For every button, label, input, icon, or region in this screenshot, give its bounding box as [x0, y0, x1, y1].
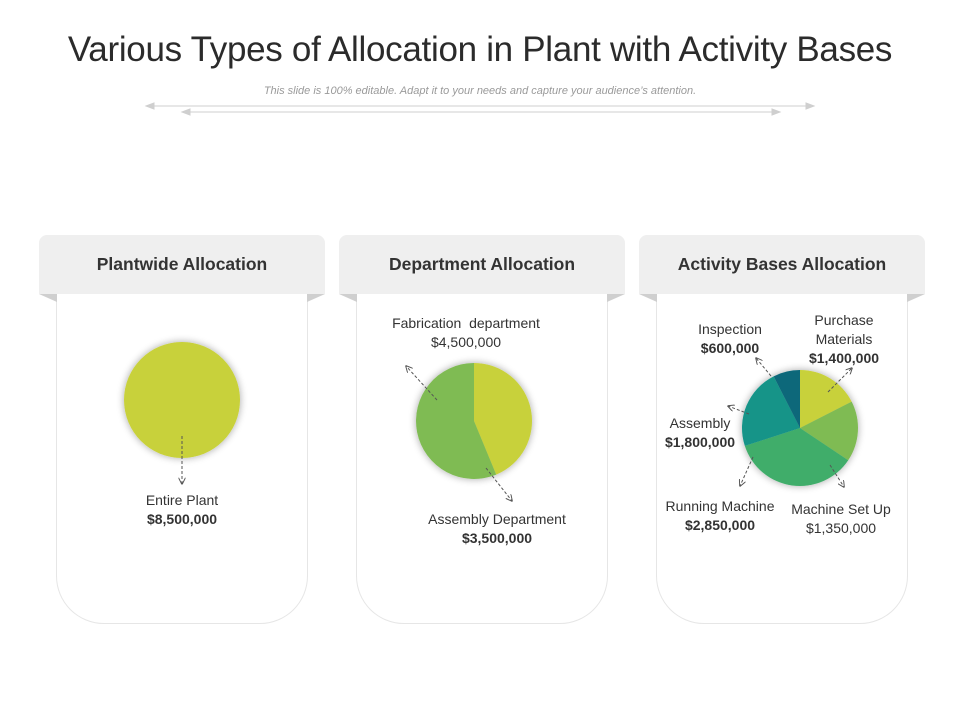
activity-header-fold-right: [907, 294, 925, 302]
machine-setup-arrow: [829, 464, 844, 487]
purchase-materials-slice: [800, 370, 852, 428]
entire-plant-name: Entire Plant: [145, 492, 219, 508]
purchase-materials-arrow: [827, 368, 852, 393]
machine-setup-label: Machine Set Up $1,350,000: [781, 500, 901, 538]
running-machine-name: Running Machine: [665, 498, 775, 514]
department-header-fold-left: [339, 294, 357, 302]
purchase-materials-amount: $1,400,000: [808, 350, 880, 366]
assembly-department-name: Assembly Department: [428, 511, 566, 527]
inspection-arrow: [756, 358, 772, 377]
running-machine-amount: $2,850,000: [684, 517, 756, 533]
plantwide-header: Plantwide Allocation: [39, 235, 325, 294]
department-header: Department Allocation: [339, 235, 625, 294]
purchase-materials-label: Purchase Materials $1,400,000: [799, 311, 889, 368]
machine-setup-amount: $1,350,000: [805, 520, 877, 536]
entire-plant-slice: [124, 342, 240, 458]
machine-setup-name: Machine Set Up: [791, 501, 891, 517]
fabrication-slice: [416, 363, 497, 479]
fabrication-arrow: [406, 366, 438, 401]
entire-plant-amount: $8,500,000: [146, 511, 218, 527]
lower-rule-right-arrow: [771, 108, 782, 116]
assembly-amount: $1,800,000: [664, 434, 736, 450]
activity-header: Activity Bases Allocation: [639, 235, 925, 294]
assembly-name: Assembly: [669, 415, 731, 431]
assembly-arrow: [728, 406, 750, 415]
inspection-slice: [773, 370, 800, 428]
purchase-materials-name: Purchase Materials: [814, 312, 874, 347]
fabrication-name: Fabrication department: [392, 315, 540, 331]
running-machine-arrow: [740, 456, 754, 486]
assembly-department-arrow: [485, 467, 512, 501]
fabrication-amount: $4,500,000: [430, 334, 502, 350]
lower-rule-left-arrow: [180, 108, 191, 116]
inspection-label: Inspection $600,000: [670, 320, 790, 358]
assembly-label: Assembly $1,800,000: [645, 414, 755, 452]
department-header-fold-right: [607, 294, 625, 302]
plantwide-header-fold-right: [307, 294, 325, 302]
plantwide-header-fold-left: [39, 294, 57, 302]
entire-plant-label: Entire Plant $8,500,000: [112, 491, 252, 529]
fabrication-label: Fabrication department $4,500,000: [381, 314, 551, 352]
pie-1: [124, 342, 240, 458]
assembly-department-label: Assembly Department $3,500,000: [412, 510, 582, 548]
upper-rule-right-arrow: [805, 102, 816, 110]
running-machine-slice: [744, 428, 849, 487]
assembly-department-slice: [474, 363, 533, 475]
upper-rule-left-arrow: [144, 102, 155, 110]
running-machine-label: Running Machine $2,850,000: [655, 497, 785, 535]
pie-2: [416, 363, 533, 479]
assembly-slice: [742, 376, 800, 446]
activity-header-fold-left: [639, 294, 657, 302]
page-subtitle: This slide is 100% editable. Adapt it to…: [263, 85, 697, 97]
machine-setup-slice: [800, 401, 859, 461]
assembly-department-amount: $3,500,000: [461, 530, 533, 546]
page-title: Various Types of Allocation in Plant wit…: [67, 30, 893, 69]
subtitle-arrow-rules: [144, 102, 816, 116]
pie-3: [742, 370, 859, 487]
inspection-name: Inspection: [698, 321, 762, 337]
inspection-amount: $600,000: [700, 340, 760, 356]
